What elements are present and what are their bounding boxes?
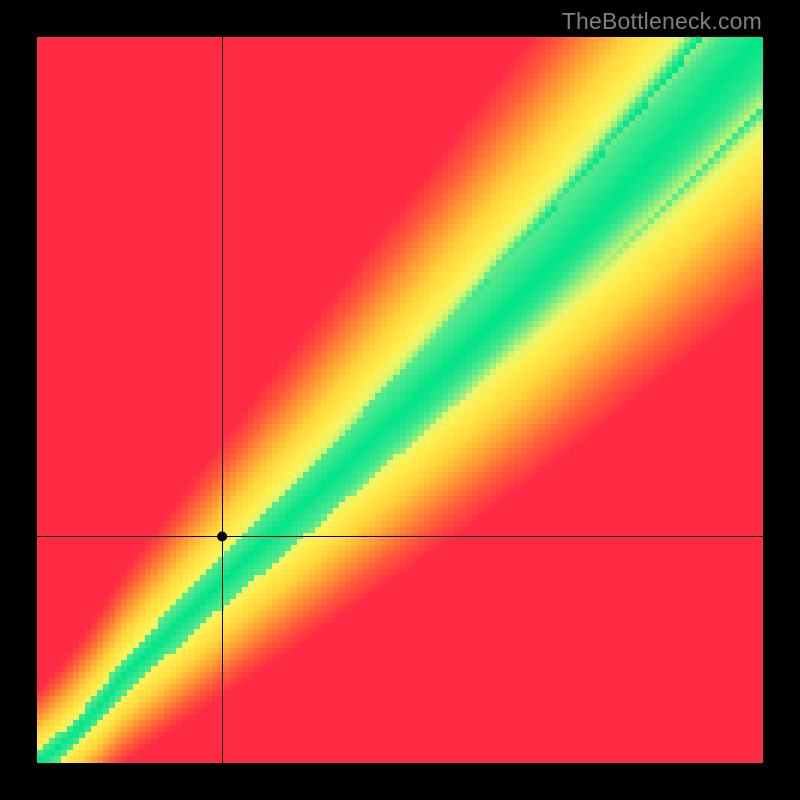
watermark-text: TheBottleneck.com [562, 8, 762, 35]
heatmap-canvas [37, 37, 763, 763]
bottleneck-heatmap [37, 37, 763, 763]
